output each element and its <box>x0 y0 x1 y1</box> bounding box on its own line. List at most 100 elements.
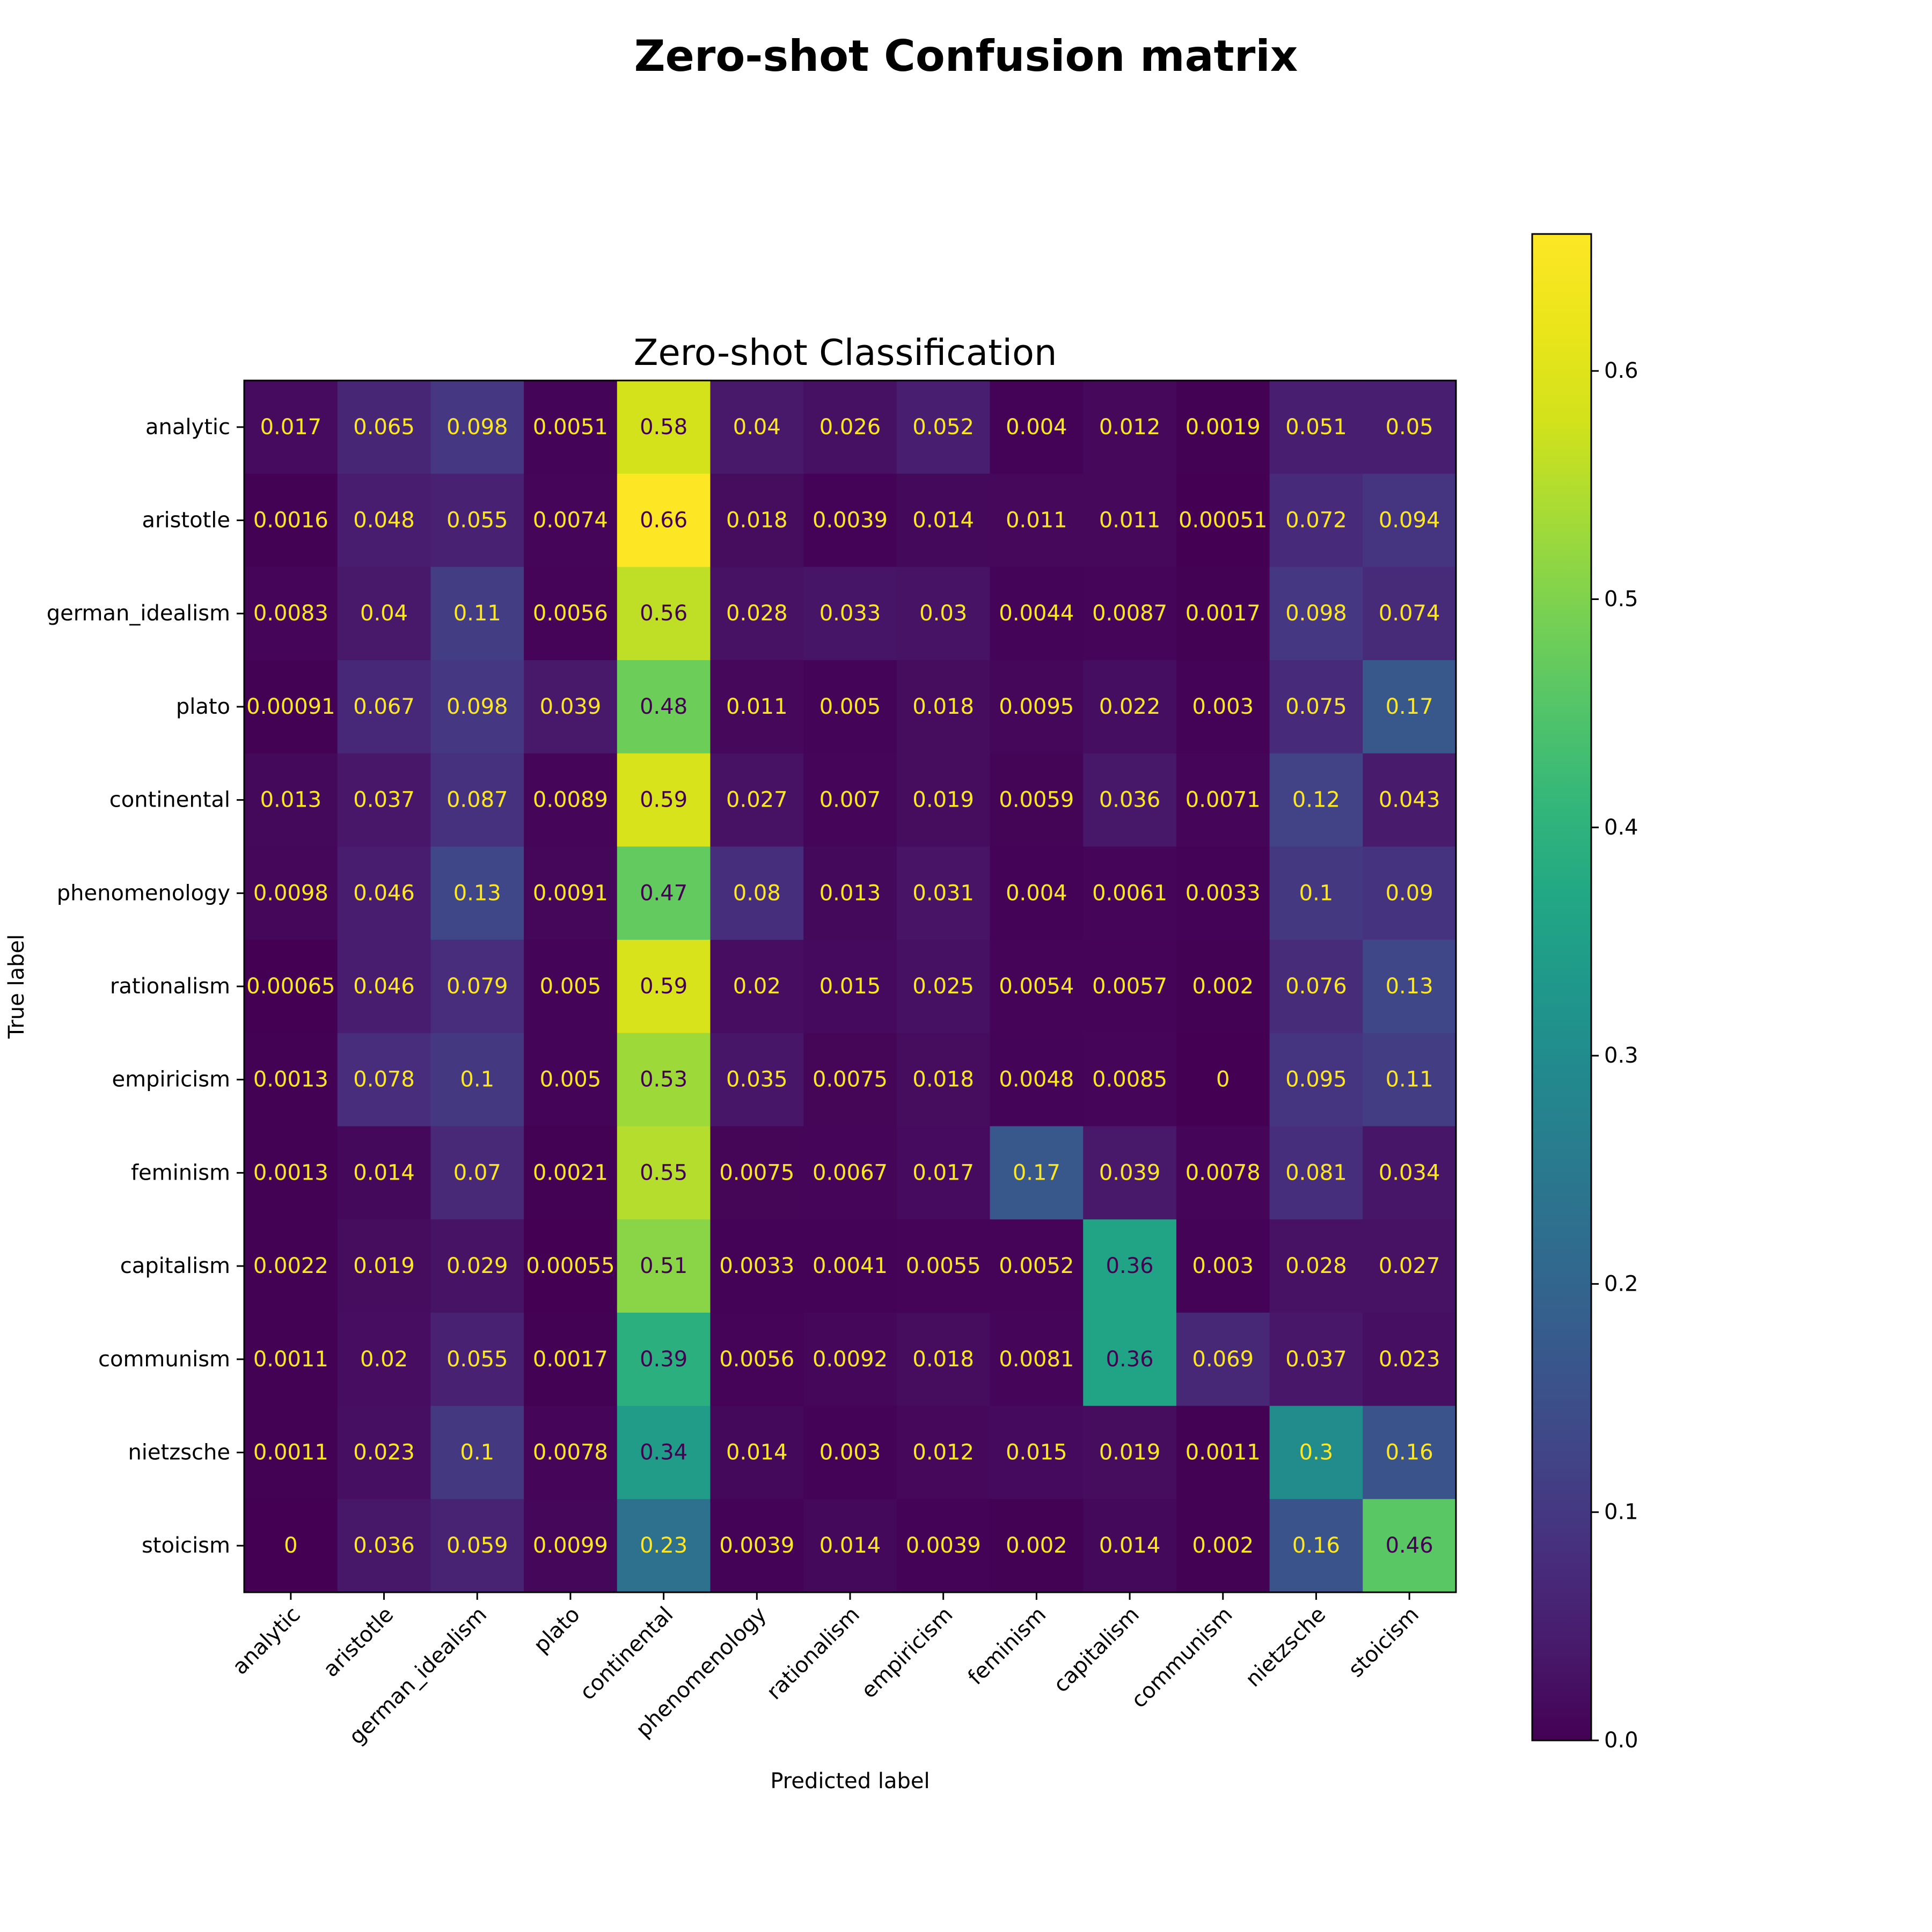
cell-value-label: 0.033 <box>819 601 881 626</box>
heatmap-cell <box>337 1126 431 1220</box>
cell-value-label: 0.02 <box>360 1347 408 1372</box>
heatmap-cell <box>990 473 1084 567</box>
y-tick-label: stoicism <box>142 1533 230 1558</box>
heatmap-cell <box>896 1033 991 1127</box>
heatmap-cell <box>524 660 618 754</box>
heatmap-cell <box>710 473 804 567</box>
cell-value-label: 0.098 <box>1285 601 1347 626</box>
heatmap-cell <box>244 660 338 754</box>
cell-value-label: 0.00055 <box>526 1254 614 1278</box>
cell-value-label: 0.0056 <box>719 1347 794 1372</box>
cell-value-label: 0.47 <box>640 881 687 905</box>
cell-value-label: 0.036 <box>1099 788 1161 813</box>
cell-value-label: 0.012 <box>912 1440 974 1465</box>
cell-value-label: 0.0013 <box>253 1160 328 1185</box>
heatmap-cell <box>990 1219 1084 1313</box>
heatmap-cell <box>1363 1499 1457 1593</box>
cell-value-label: 0.0039 <box>719 1533 794 1558</box>
cell-value-label: 0.022 <box>1099 694 1161 719</box>
cell-value-label: 0.0048 <box>999 1067 1074 1092</box>
colorbar-tick-label: 0.4 <box>1604 815 1638 840</box>
heatmap-cell <box>524 846 618 940</box>
chart-title: Zero-shot Classification <box>634 332 1057 374</box>
cell-value-label: 0.0057 <box>1092 974 1167 999</box>
heatmap-cell <box>617 1499 711 1593</box>
heatmap-cell <box>337 660 431 754</box>
heatmap-cell <box>990 380 1084 474</box>
cell-value-label: 0.011 <box>726 694 788 719</box>
heatmap-cell <box>337 1033 431 1127</box>
heatmap-cell <box>524 940 618 1034</box>
heatmap-cell <box>990 1126 1084 1220</box>
colorbar-tick-label: 0.2 <box>1604 1271 1638 1296</box>
cell-value-label: 0.0078 <box>533 1440 608 1465</box>
heatmap-cell <box>803 1033 897 1127</box>
heatmap-cell <box>430 846 524 940</box>
cell-value-label: 0.075 <box>1285 694 1347 719</box>
cell-value-label: 0.09 <box>1386 881 1433 905</box>
heatmap-cell <box>1083 1126 1177 1220</box>
heatmap-cell <box>1176 1126 1270 1220</box>
cell-value-label: 0.037 <box>1285 1347 1347 1372</box>
heatmap-cell <box>617 1219 711 1313</box>
cell-value-label: 0.0091 <box>533 881 608 905</box>
cell-value-label: 0.019 <box>912 788 974 813</box>
cell-value-label: 0.0075 <box>813 1067 888 1092</box>
heatmap-cell <box>1363 1126 1457 1220</box>
heatmap-cell <box>990 1499 1084 1593</box>
heatmap-cell <box>1363 660 1457 754</box>
cell-value-label: 0.013 <box>260 788 322 813</box>
heatmap-cell <box>1363 1033 1457 1127</box>
y-tick-label: continental <box>109 788 230 813</box>
heatmap-cell <box>430 1406 524 1499</box>
cell-value-label: 0.007 <box>819 788 881 813</box>
heatmap-cell <box>1269 1499 1363 1593</box>
heatmap-cell <box>1176 1312 1270 1407</box>
cell-value-label: 0.00051 <box>1179 508 1267 533</box>
heatmap-cell <box>1269 1033 1363 1127</box>
heatmap-cell <box>710 753 804 847</box>
cell-value-label: 0.3 <box>1299 1440 1334 1465</box>
heatmap-cell <box>1269 473 1363 567</box>
y-tick-label: nietzsche <box>128 1440 230 1465</box>
cell-value-label: 0.055 <box>447 508 508 533</box>
cell-value-label: 0.0098 <box>253 881 328 905</box>
cell-value-label: 0.005 <box>819 694 881 719</box>
heatmap-cell <box>1083 660 1177 754</box>
cell-value-label: 0.0071 <box>1185 788 1261 813</box>
cell-value-label: 0.13 <box>1386 974 1433 999</box>
heatmap-cell <box>803 1126 897 1220</box>
cell-value-label: 0.16 <box>1292 1533 1340 1558</box>
cell-value-label: 0.013 <box>819 881 881 905</box>
heatmap-cell <box>710 1126 804 1220</box>
cell-value-label: 0.51 <box>640 1254 687 1278</box>
heatmap-cell <box>896 1406 991 1499</box>
cell-value-label: 0.065 <box>353 415 415 440</box>
heatmap-cell <box>1269 1406 1363 1499</box>
heatmap-cell <box>1176 846 1270 940</box>
heatmap-cell <box>617 753 711 847</box>
cell-value-label: 0.046 <box>353 881 415 905</box>
cell-value-label: 0.36 <box>1106 1347 1154 1372</box>
heatmap-cell <box>803 846 897 940</box>
cell-value-label: 0.036 <box>353 1533 415 1558</box>
cell-value-label: 0.0021 <box>533 1160 608 1185</box>
heatmap-cell <box>1269 753 1363 847</box>
cell-value-label: 0.1 <box>460 1067 494 1092</box>
heatmap-cell <box>617 846 711 940</box>
cell-value-label: 0.055 <box>447 1347 508 1372</box>
cell-value-label: 0.56 <box>640 601 687 626</box>
heatmap-cell <box>430 753 524 847</box>
heatmap-cell <box>1269 567 1363 661</box>
cell-value-label: 0.074 <box>1379 601 1440 626</box>
heatmap-cell <box>710 380 804 474</box>
cell-value-label: 0.098 <box>447 415 508 440</box>
cell-value-label: 0.0011 <box>253 1440 328 1465</box>
cell-value-label: 0.014 <box>912 508 974 533</box>
heatmap-cell <box>524 753 618 847</box>
y-tick-label: feminism <box>131 1160 230 1185</box>
cell-value-label: 0.0061 <box>1092 881 1167 905</box>
cell-value-label: 0.048 <box>353 508 415 533</box>
heatmap-cell <box>430 1312 524 1407</box>
cell-value-label: 0.0041 <box>813 1254 888 1278</box>
